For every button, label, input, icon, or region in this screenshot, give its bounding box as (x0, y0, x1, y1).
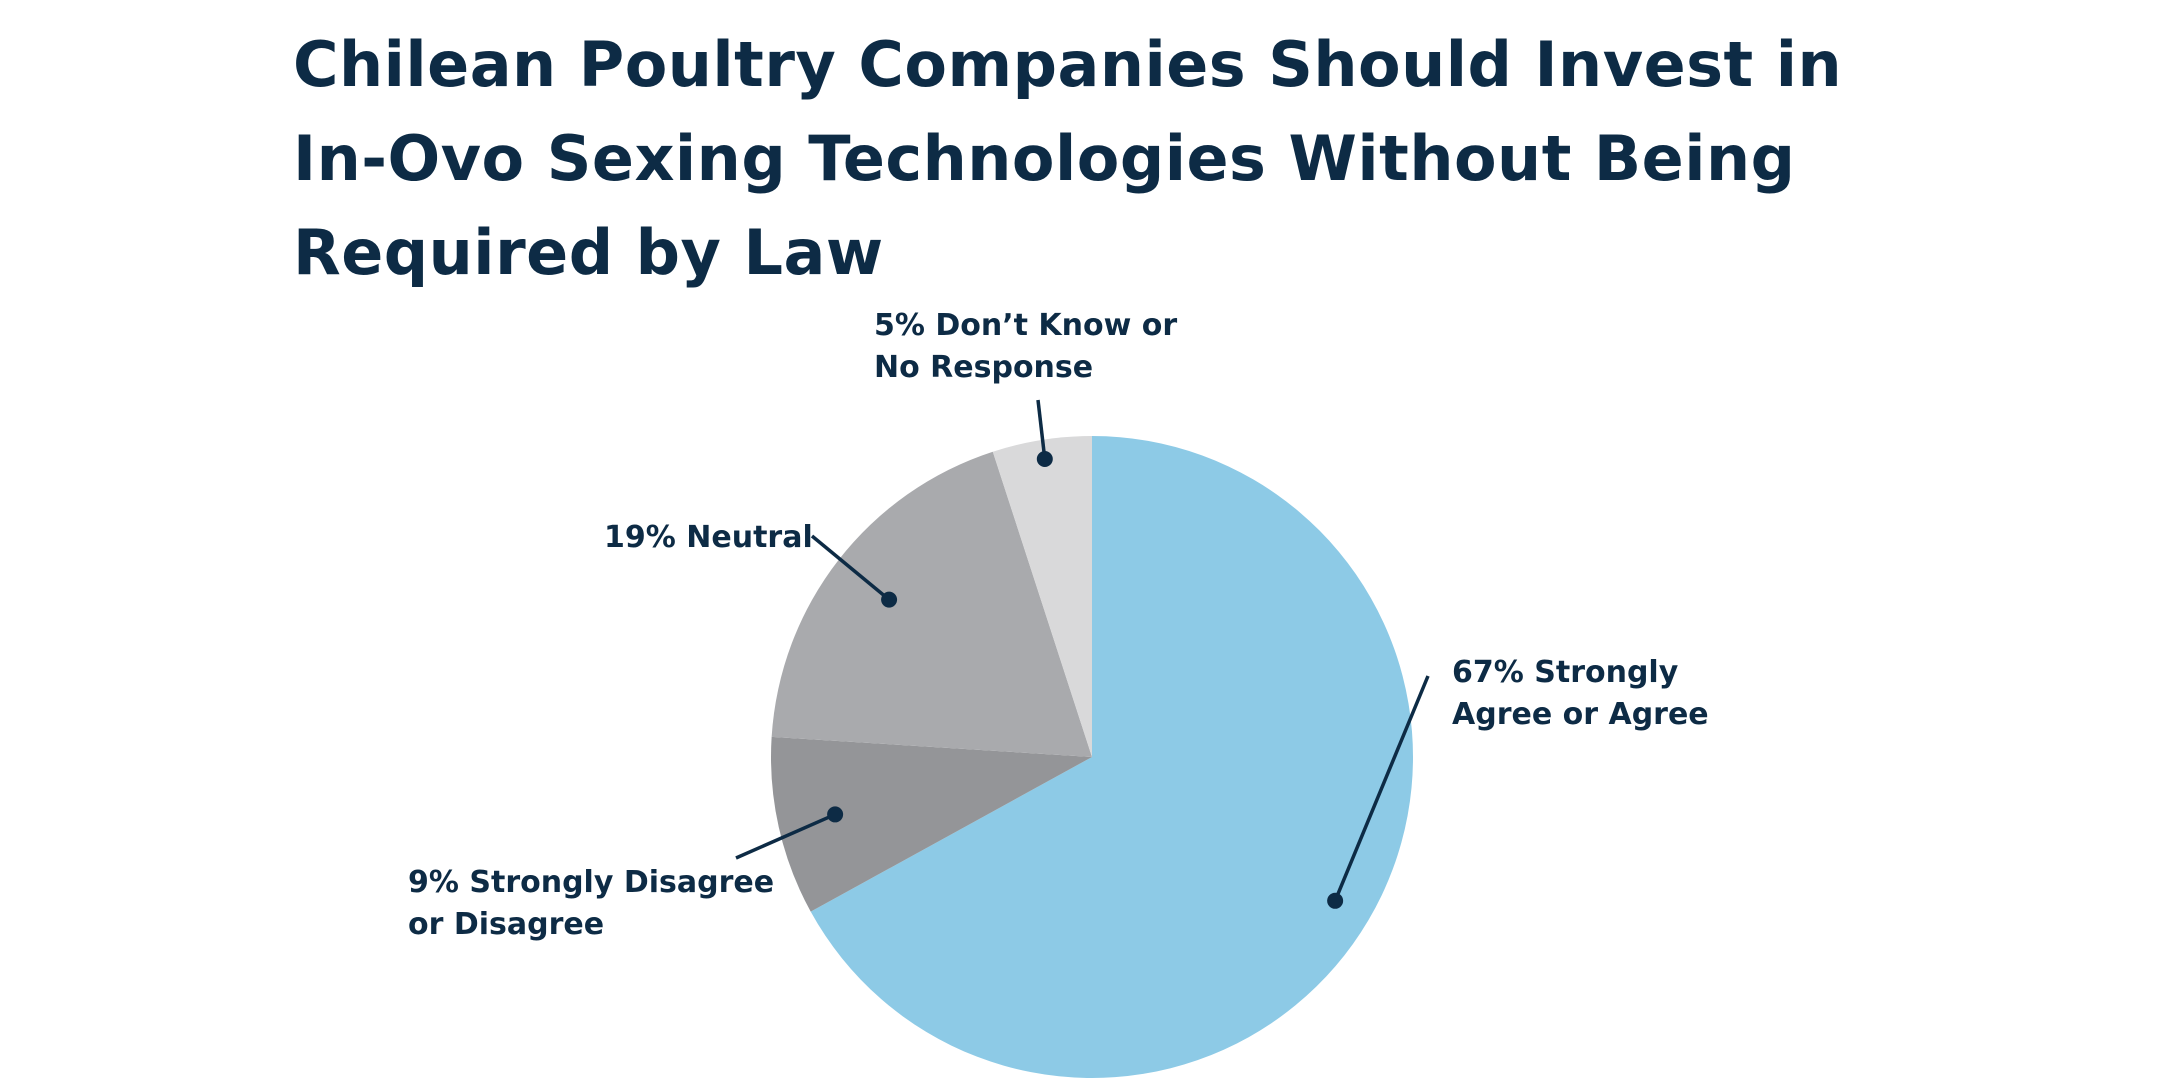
slice-label-1-line-1: or Disagree (408, 907, 604, 942)
chart-title-line-3: Required by Law (293, 216, 884, 289)
pie-slice-2 (771, 451, 1092, 757)
pie-slice-0 (810, 436, 1413, 1078)
leader-line-1 (735, 812, 836, 860)
pie-slice-3 (992, 436, 1092, 757)
slice-label-1: 9% Strongly Disagree or Disagree (408, 865, 774, 942)
slice-label-0-line-0: 67% Strongly (1452, 655, 1679, 690)
slice-label-3-line-1: No Response (874, 350, 1093, 385)
slice-labels: 67% Strongly Agree or Agree 9% Strongly Di… (408, 308, 1709, 942)
leader-line-3 (1036, 399, 1047, 460)
leader-line-2 (810, 534, 891, 601)
slice-label-3-line-0: 5% Don’t Know or (874, 308, 1177, 343)
slice-label-2: 19% Neutral (604, 520, 813, 555)
chart-title: Chilean Poultry Companies Should Invest … (293, 18, 1933, 300)
slice-label-2-line-0: 19% Neutral (604, 520, 813, 555)
leader-line-0 (1333, 675, 1430, 902)
chart-title-line-1: Chilean Poultry Companies Should Invest … (293, 28, 1843, 101)
leader-dot-0 (1327, 892, 1344, 909)
slice-label-1-line-0: 9% Strongly Disagree (408, 865, 774, 900)
pie-slice-1 (771, 736, 1092, 912)
slice-label-0-line-1: Agree or Agree (1452, 697, 1709, 732)
slice-label-0: 67% Strongly Agree or Agree (1452, 655, 1709, 732)
chart-title-line-2: In-Ovo Sexing Technologies Without Being (293, 122, 1796, 195)
pie-slices (771, 436, 1413, 1078)
leader-dot-1 (827, 806, 844, 823)
leader-dot-3 (1036, 450, 1053, 467)
slice-label-3: 5% Don’t Know or No Response (874, 308, 1177, 385)
leader-dot-2 (881, 591, 898, 608)
